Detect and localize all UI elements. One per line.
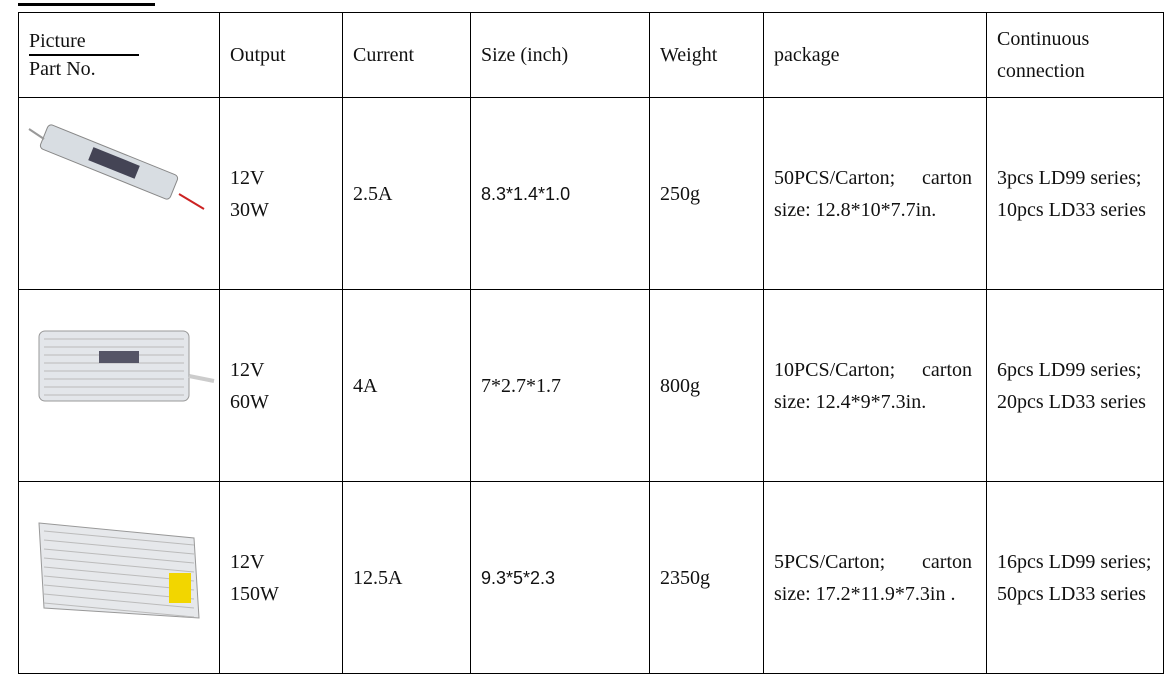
cell-line: 50pcs LD33 series [997, 578, 1153, 610]
connection-cell: 3pcs LD99 series;10pcs LD33 series [987, 98, 1164, 290]
cell-line: 12V [230, 354, 332, 386]
weight-cell: 2350g [650, 482, 764, 674]
cell-line: 30W [230, 194, 332, 226]
cell-line: 150W [230, 578, 332, 610]
weight-cell: 800g [650, 290, 764, 482]
top-rule [18, 3, 155, 6]
cell-line: 60W [230, 386, 332, 418]
current-cell: 2.5A [343, 98, 471, 290]
product-image [19, 109, 219, 269]
header-cell: Continuous connection [987, 13, 1164, 98]
package-cell: 10PCS/Carton; carton size: 12.4*9*7.3in. [764, 290, 987, 482]
package-cell: 5PCS/Carton; carton size: 17.2*11.9*7.3i… [764, 482, 987, 674]
size-cell: 7*2.7*1.7 [471, 290, 650, 482]
cell-line: 12V [230, 546, 332, 578]
connection-cell: 6pcs LD99 series;20pcs LD33 series [987, 290, 1164, 482]
cell-line: 10pcs LD33 series [997, 194, 1153, 226]
package-cell: 50PCS/Carton; carton size: 12.8*10*7.7in… [764, 98, 987, 290]
header-cell: Weight [650, 13, 764, 98]
current-cell: 12.5A [343, 482, 471, 674]
connection-cell: 16pcs LD99 series;50pcs LD33 series [987, 482, 1164, 674]
cell-line: 6pcs LD99 series; [997, 354, 1153, 386]
header-text: Part No. [29, 58, 96, 80]
page: PicturePart No. Output Current Size (inc… [0, 0, 1169, 679]
picture-cell [19, 290, 220, 482]
header-cell: Current [343, 13, 471, 98]
cell-line: 3pcs LD99 series; [997, 162, 1153, 194]
product-image [19, 301, 219, 461]
header-cell: Size (inch) [471, 13, 650, 98]
current-cell: 4A [343, 290, 471, 482]
header-cell: package [764, 13, 987, 98]
product-image [19, 493, 219, 653]
picture-cell [19, 482, 220, 674]
header-cell: Output [220, 13, 343, 98]
header-text: Picture [29, 28, 139, 56]
cell-line: 16pcs LD99 series; [997, 546, 1153, 578]
weight-cell: 250g [650, 98, 764, 290]
size-cell: 8.3*1.4*1.0 [471, 98, 650, 290]
cell-line: 20pcs LD33 series [997, 386, 1153, 418]
size-cell: 9.3*5*2.3 [471, 482, 650, 674]
cell-line: 12V [230, 162, 332, 194]
picture-cell [19, 98, 220, 290]
